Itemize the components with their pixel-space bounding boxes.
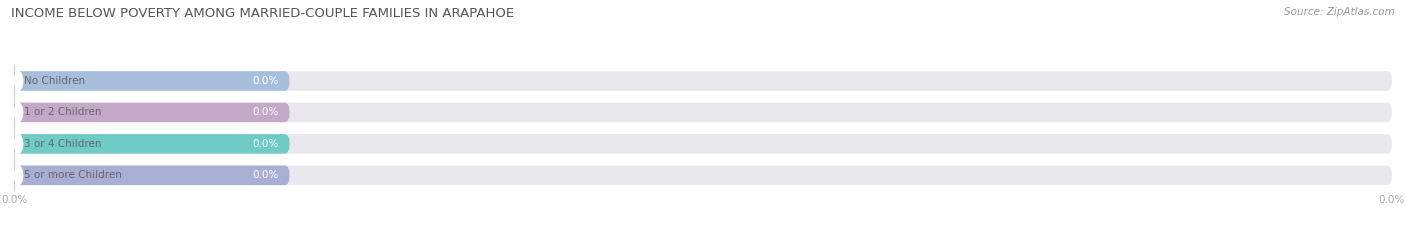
- Circle shape: [14, 134, 22, 153]
- Text: No Children: No Children: [24, 76, 84, 86]
- Circle shape: [14, 103, 22, 122]
- FancyBboxPatch shape: [14, 166, 1392, 185]
- Text: 5 or more Children: 5 or more Children: [24, 170, 122, 180]
- Text: INCOME BELOW POVERTY AMONG MARRIED-COUPLE FAMILIES IN ARAPAHOE: INCOME BELOW POVERTY AMONG MARRIED-COUPL…: [11, 7, 515, 20]
- Text: 0.0%: 0.0%: [252, 107, 278, 117]
- FancyBboxPatch shape: [14, 166, 290, 185]
- Text: Source: ZipAtlas.com: Source: ZipAtlas.com: [1284, 7, 1395, 17]
- FancyBboxPatch shape: [14, 134, 1392, 154]
- Text: 3 or 4 Children: 3 or 4 Children: [24, 139, 101, 149]
- FancyBboxPatch shape: [14, 103, 290, 122]
- FancyBboxPatch shape: [14, 71, 1392, 91]
- FancyBboxPatch shape: [14, 71, 290, 91]
- Text: 0.0%: 0.0%: [252, 139, 278, 149]
- FancyBboxPatch shape: [14, 134, 290, 154]
- FancyBboxPatch shape: [14, 103, 1392, 122]
- Circle shape: [14, 72, 22, 90]
- Text: 0.0%: 0.0%: [252, 76, 278, 86]
- Text: 0.0%: 0.0%: [252, 170, 278, 180]
- Text: 1 or 2 Children: 1 or 2 Children: [24, 107, 101, 117]
- Circle shape: [14, 166, 22, 185]
